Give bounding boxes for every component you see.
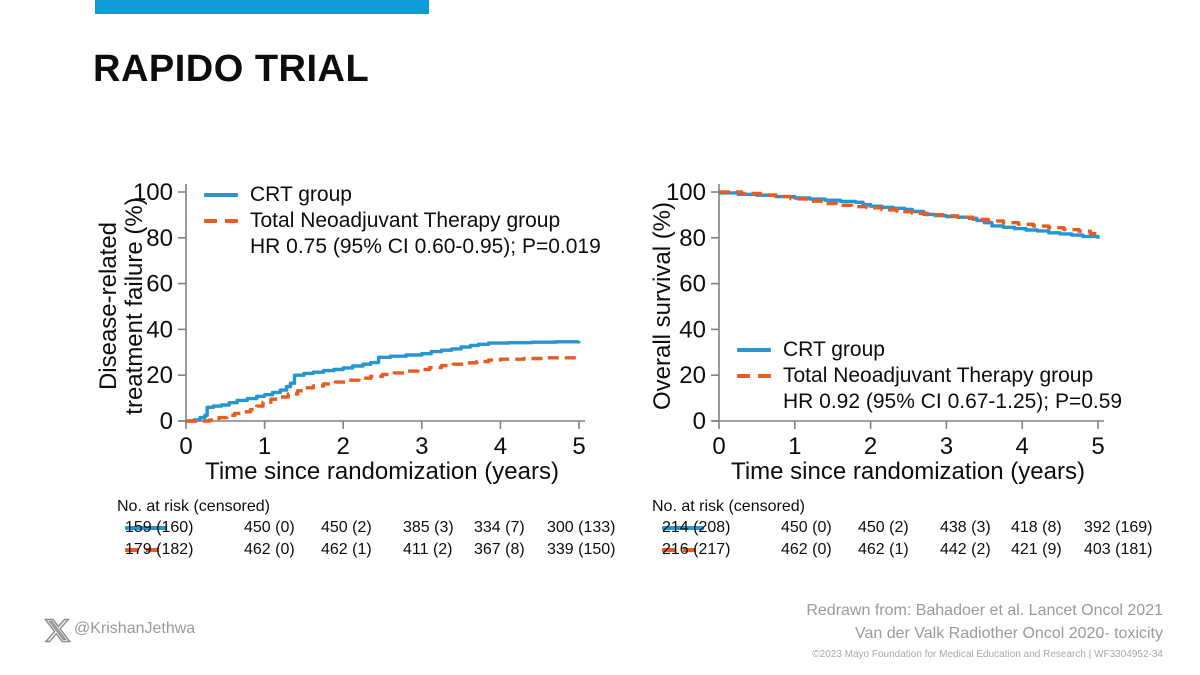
svg-text:20: 20 xyxy=(679,362,706,389)
svg-text:3: 3 xyxy=(415,433,428,460)
source-attribution: Redrawn from: Bahadoer et al. Lancet Onc… xyxy=(806,602,1163,642)
svg-text:2: 2 xyxy=(337,433,350,460)
legend-label: CRT group xyxy=(250,183,352,206)
tnt-line-swatch xyxy=(737,374,771,378)
legend-label: CRT group xyxy=(783,338,885,361)
risk-count: 214 (208) xyxy=(662,519,731,536)
risk-row-crt: 450 (0) 450 (2) 385 (3) 334 (7) 300 (133… xyxy=(125,517,617,539)
twitter-handle: @KrishanJethwa xyxy=(74,620,196,637)
risk-count: 462 (1) xyxy=(858,541,909,558)
crt-line-swatch xyxy=(204,193,238,197)
legend-label: Total Neoadjuvant Therapy group xyxy=(250,209,561,232)
legend-item-crt: CRT group xyxy=(204,182,601,208)
svg-text:1: 1 xyxy=(788,433,801,460)
risk-table-label: No. at risk (censored) xyxy=(117,498,270,515)
risk-count: 411 (2) xyxy=(403,541,453,558)
right-y-axis-title: Overall survival (%) xyxy=(649,201,676,411)
risk-count: 462 (0) xyxy=(244,541,295,558)
svg-text:100: 100 xyxy=(666,179,706,206)
risk-count: 216 (217) xyxy=(662,541,731,558)
svg-text:0: 0 xyxy=(179,433,192,460)
risk-count: 392 (169) xyxy=(1084,519,1153,536)
svg-text:4: 4 xyxy=(494,433,507,460)
right-risk-table: No. at risk (censored) 450 (0) 450 (2) 4… xyxy=(652,498,1172,558)
left-legend: CRT group Total Neoadjuvant Therapy grou… xyxy=(204,182,601,260)
svg-text:2: 2 xyxy=(864,433,877,460)
left-y-axis-title: Disease-related treatment failure (%) xyxy=(95,197,148,415)
risk-count: 159 (160) xyxy=(125,519,194,536)
x-twitter-logo-icon xyxy=(44,618,71,643)
svg-text:0: 0 xyxy=(712,433,725,460)
risk-count: 179 (182) xyxy=(125,541,194,558)
risk-count: 442 (2) xyxy=(940,541,991,558)
svg-text:60: 60 xyxy=(146,271,173,298)
right-x-axis-title: Time since randomization (years) xyxy=(731,458,1085,485)
risk-count: 300 (133) xyxy=(547,519,616,536)
svg-text:3: 3 xyxy=(940,433,953,460)
spacer xyxy=(204,245,238,249)
risk-count: 450 (0) xyxy=(781,519,832,536)
spacer xyxy=(737,400,771,404)
svg-text:100: 100 xyxy=(133,179,173,206)
svg-text:5: 5 xyxy=(1091,433,1104,460)
accent-bar xyxy=(95,0,429,14)
risk-table-label: No. at risk (censored) xyxy=(652,498,805,515)
left-risk-table: No. at risk (censored) 450 (0) 450 (2) 3… xyxy=(117,498,617,558)
page-title: RAPIDO TRIAL xyxy=(93,48,370,90)
svg-text:0: 0 xyxy=(160,408,173,435)
svg-text:0: 0 xyxy=(693,408,706,435)
legend-item-tnt: Total Neoadjuvant Therapy group xyxy=(204,208,601,234)
legend-item-tnt: Total Neoadjuvant Therapy group xyxy=(737,363,1122,389)
risk-count: 438 (3) xyxy=(940,519,991,536)
svg-text:5: 5 xyxy=(572,433,585,460)
risk-row-crt: 450 (0) 450 (2) 438 (3) 418 (8) 392 (169… xyxy=(662,517,1162,539)
left-x-axis-title: Time since randomization (years) xyxy=(205,458,559,485)
risk-count: 418 (8) xyxy=(1011,519,1062,536)
svg-text:4: 4 xyxy=(1016,433,1029,460)
tnt-line-swatch xyxy=(662,548,704,552)
risk-row-tnt: 462 (0) 462 (1) 442 (2) 421 (9) 403 (181… xyxy=(662,539,1162,561)
crt-line-swatch xyxy=(662,526,704,530)
svg-text:40: 40 xyxy=(146,316,173,343)
copyright-notice: ©2023 Mayo Foundation for Medical Educat… xyxy=(812,649,1163,660)
risk-count: 334 (7) xyxy=(474,519,525,536)
svg-text:60: 60 xyxy=(679,271,706,298)
risk-count: 462 (0) xyxy=(781,541,832,558)
legend-label: Total Neoadjuvant Therapy group xyxy=(783,364,1094,387)
crt-line-swatch xyxy=(125,526,167,530)
risk-count: 385 (3) xyxy=(403,519,454,536)
risk-count: 339 (150) xyxy=(547,541,616,558)
risk-count: 450 (2) xyxy=(858,519,909,536)
legend-item-crt: CRT group xyxy=(737,337,1122,363)
svg-text:80: 80 xyxy=(679,225,706,252)
risk-count: 450 (2) xyxy=(321,519,372,536)
risk-count: 367 (8) xyxy=(474,541,525,558)
risk-row-tnt: 462 (0) 462 (1) 411 (2) 367 (8) 339 (150… xyxy=(125,539,617,561)
svg-text:20: 20 xyxy=(146,362,173,389)
right-legend: CRT group Total Neoadjuvant Therapy grou… xyxy=(737,337,1122,415)
risk-count: 450 (0) xyxy=(244,519,295,536)
tnt-line-swatch xyxy=(204,219,238,223)
hr-stats: HR 0.75 (95% CI 0.60-0.95); P=0.019 xyxy=(204,234,601,260)
risk-count: 403 (181) xyxy=(1084,541,1153,558)
svg-text:40: 40 xyxy=(679,316,706,343)
risk-count: 421 (9) xyxy=(1011,541,1062,558)
tnt-line-swatch xyxy=(125,548,167,552)
svg-text:1: 1 xyxy=(258,433,271,460)
svg-text:80: 80 xyxy=(146,225,173,252)
risk-count: 462 (1) xyxy=(321,541,372,558)
hr-stats: HR 0.92 (95% CI 0.67-1.25); P=0.59 xyxy=(737,389,1122,415)
crt-line-swatch xyxy=(737,348,771,352)
